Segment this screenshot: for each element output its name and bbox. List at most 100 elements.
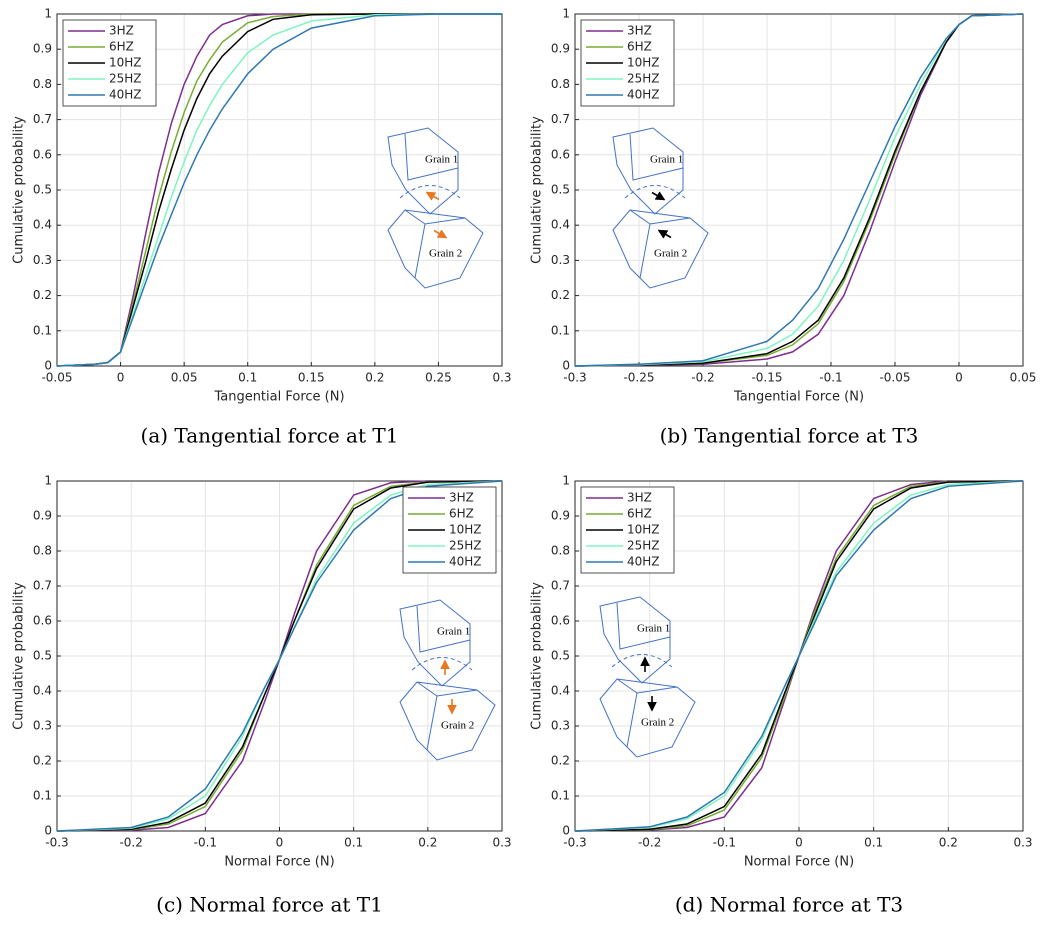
- grain-outline: [612, 209, 709, 289]
- grain-label: Grain 2: [429, 248, 462, 260]
- legend-label: 25HZ: [449, 539, 482, 553]
- grain-label: Grain 1: [425, 154, 458, 166]
- chart-panel: -0.3 -0.2 -0.1 0 0.1 0.2 0.3 0 0.1 0.2 0.3 0.4 0.5 0.…: [12, 474, 512, 917]
- x-tick-label: 0.3: [492, 371, 511, 385]
- y-tick-label: 0: [44, 359, 52, 373]
- x-tick-label: 0.05: [1010, 371, 1037, 385]
- data-line: [574, 480, 1024, 832]
- y-tick-label: 0.7: [33, 112, 52, 126]
- caption: (a) Tangential force at T1: [141, 424, 399, 448]
- legend-label: 10HZ: [627, 56, 660, 70]
- grain-outline: [612, 127, 684, 215]
- grain-inset: Grain 1 Grain 2: [612, 127, 709, 289]
- y-tick-label: 0.7: [551, 579, 570, 593]
- x-tick-label: -0.1: [713, 836, 736, 850]
- legend-label: 25HZ: [109, 72, 142, 86]
- contact-arc: [611, 654, 673, 668]
- legend-label: 25HZ: [627, 539, 660, 553]
- x-tick-label: 0.05: [171, 371, 198, 385]
- grain-outline: [399, 681, 496, 761]
- y-tick-label: 0.8: [551, 544, 570, 558]
- legend-label: 25HZ: [627, 72, 660, 86]
- data-line: [56, 480, 503, 832]
- contact-arc: [411, 657, 473, 671]
- y-tick-label: 0.9: [33, 42, 52, 56]
- grain-label: Grain 1: [437, 626, 470, 638]
- y-tick-label: 1: [562, 7, 570, 21]
- x-tick-label: 0.2: [418, 836, 437, 850]
- legend-label: 6HZ: [449, 507, 474, 521]
- y-tick-label: 0.9: [551, 42, 570, 56]
- x-tick-label: -0.2: [691, 371, 714, 385]
- chart-panel: -0.3 -0.2 -0.1 0 0.1 0.2 0.3 0 0.1 0.2 0.3 0.4 0.5 0.…: [530, 474, 1033, 917]
- grain-label: Grain 2: [654, 248, 687, 260]
- x-tick-label: -0.1: [819, 371, 842, 385]
- y-axis-label: Cumulative probability: [12, 582, 27, 730]
- legend-label: 3HZ: [109, 24, 134, 38]
- grain-inset: Grain 1 Grain 2: [599, 596, 696, 758]
- legend-label: 3HZ: [627, 491, 652, 505]
- y-tick-label: 0.4: [33, 684, 52, 698]
- y-tick-label: 1: [44, 7, 52, 21]
- y-tick-label: 0.7: [551, 112, 570, 126]
- caption: (c) Normal force at T1: [156, 893, 383, 917]
- y-tick-label: 0.6: [551, 147, 570, 161]
- grain-label: Grain 1: [637, 623, 670, 635]
- legend-label: 10HZ: [449, 523, 482, 537]
- x-tick-label: 0.1: [238, 371, 257, 385]
- data-line: [574, 13, 1024, 367]
- caption: (b) Tangential force at T3: [660, 424, 919, 448]
- legend-label: 40HZ: [627, 555, 660, 569]
- y-tick-label: 0.2: [551, 288, 570, 302]
- y-tick-label: 0.1: [551, 789, 570, 803]
- y-tick-label: 0.8: [33, 77, 52, 91]
- x-tick-label: 0.15: [298, 371, 325, 385]
- y-tick-label: 0.5: [33, 183, 52, 197]
- force-arrow: [433, 229, 448, 239]
- y-tick-label: 0.6: [33, 147, 52, 161]
- y-tick-label: 0.6: [551, 614, 570, 628]
- chart-panel: -0.3 -0.25 -0.2 -0.15 -0.1 -0.05 0 0.05 0 0.1 0.2 0…: [530, 7, 1037, 448]
- legend-label: 40HZ: [627, 88, 660, 102]
- grain-outline: [387, 127, 459, 215]
- x-tick-label: 0: [955, 371, 963, 385]
- y-tick-label: 0.9: [551, 509, 570, 523]
- force-arrow: [657, 229, 672, 239]
- x-tick-label: -0.3: [563, 371, 586, 385]
- legend-label: 40HZ: [109, 88, 142, 102]
- y-tick-label: 0.3: [551, 253, 570, 267]
- y-tick-label: 0: [44, 824, 52, 838]
- axes-box: [56, 480, 503, 832]
- axes-box: [574, 480, 1024, 832]
- x-tick-label: -0.2: [119, 836, 142, 850]
- y-tick-label: 0.7: [33, 579, 52, 593]
- legend-label: 6HZ: [627, 507, 652, 521]
- y-tick-label: 0.1: [551, 323, 570, 337]
- y-tick-label: 0.5: [551, 183, 570, 197]
- x-tick-label: 0.2: [939, 836, 958, 850]
- y-tick-label: 0.1: [33, 789, 52, 803]
- x-tick-label: -0.15: [751, 371, 782, 385]
- chart-panel: -0.05 0 0.05 0.1 0.15 0.2 0.25 0.300.10.20.30.4…: [12, 7, 512, 448]
- x-tick-label: 0.1: [344, 836, 363, 850]
- x-axis-label: Tangential Force (N): [213, 390, 344, 405]
- y-tick-label: 0.5: [33, 649, 52, 663]
- x-tick-label: -0.1: [194, 836, 217, 850]
- caption: (d) Normal force at T3: [675, 893, 903, 917]
- x-tick-label: 0.3: [1013, 836, 1032, 850]
- legend-label: 10HZ: [627, 523, 660, 537]
- grain-outline: [599, 596, 671, 684]
- y-axis-label: Cumulative probability: [530, 116, 545, 264]
- y-tick-label: 0.4: [551, 218, 570, 232]
- x-tick-label: -0.05: [879, 371, 910, 385]
- x-axis-label: Tangential Force (N): [733, 390, 864, 405]
- legend-label: 3HZ: [627, 24, 652, 38]
- y-tick-label: 0.2: [551, 754, 570, 768]
- force-arrow: [651, 191, 666, 201]
- legend-label: 40HZ: [449, 555, 482, 569]
- grain-outline: [399, 599, 471, 687]
- contact-arc: [624, 185, 686, 199]
- x-tick-label: -0.3: [563, 836, 586, 850]
- legend-label: 10HZ: [109, 56, 142, 70]
